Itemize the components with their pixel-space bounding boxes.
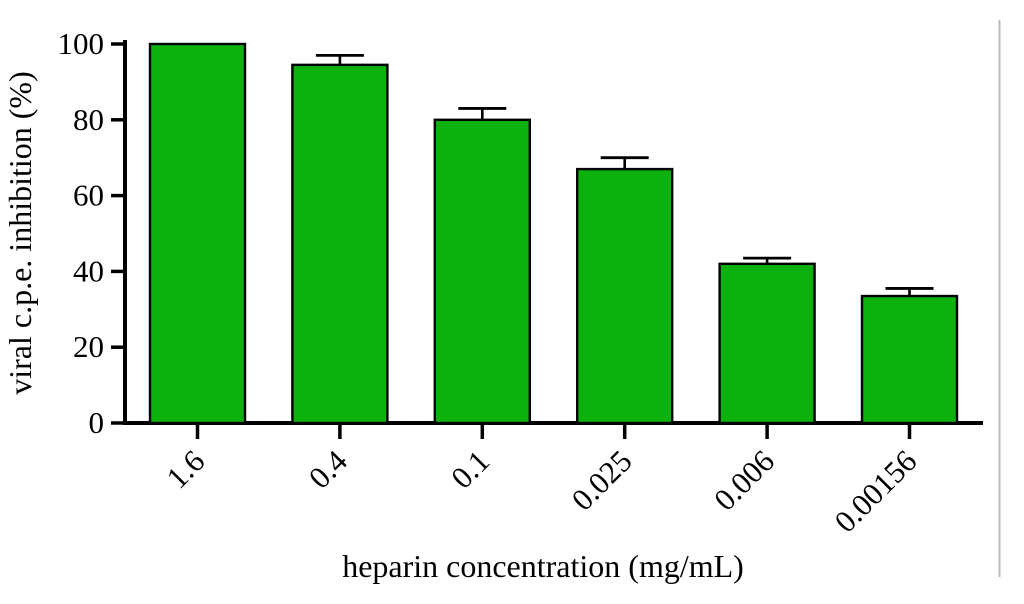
x-tick-label: 1.6 [159,443,211,495]
y-tick-label: 20 [73,329,104,364]
bar [576,167,674,425]
x-axis-title: heparin concentration (mg/mL) [342,548,744,584]
bar [291,63,389,425]
x-tick-label: 0.025 [565,443,639,517]
y-tick-label: 80 [73,102,104,137]
x-tick-label: 0.1 [444,443,496,495]
y-tick-label: 60 [73,178,104,213]
x-tick-label: 0.4 [302,443,355,496]
y-axis-title: viral c.p.e. inhibition (%) [2,71,38,394]
x-tick-label: 0.006 [707,443,781,517]
bar [860,294,959,425]
bar [433,118,531,425]
y-tick-label: 40 [73,253,104,288]
y-tick-label: 100 [58,26,105,61]
bar [718,262,816,425]
y-tick-label: 0 [89,405,105,440]
x-tick-label: 0.00156 [827,443,923,539]
bar [148,42,247,425]
